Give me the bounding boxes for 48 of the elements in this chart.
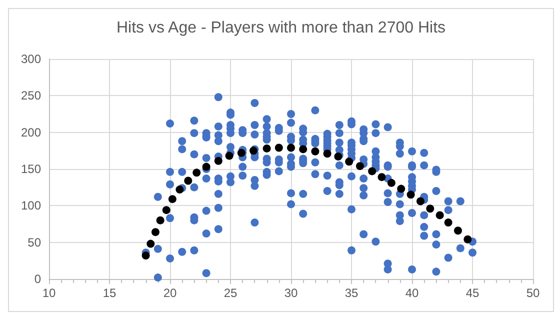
chart-title: Hits vs Age - Players with more than 2700 Hits (116, 20, 446, 36)
y-tick-label: 150 (20, 162, 42, 176)
point (378, 173, 386, 182)
point (168, 195, 176, 204)
x-tick-label: 40 (405, 286, 419, 300)
point (176, 186, 184, 194)
point (225, 152, 234, 160)
y-tick-label: 0 (34, 272, 42, 286)
point (406, 190, 415, 199)
x-tick-label: 45 (466, 286, 480, 300)
point (368, 167, 376, 176)
point (356, 162, 364, 170)
point (214, 156, 222, 165)
y-tick-label: 50 (28, 235, 42, 250)
point (323, 150, 332, 158)
point (311, 147, 320, 156)
point (397, 184, 406, 193)
point (274, 144, 283, 152)
point (151, 228, 160, 236)
y-tick-label: 250 (20, 88, 42, 103)
point (436, 211, 444, 220)
x-tick-label: 10 (42, 286, 56, 300)
point (202, 162, 210, 171)
x-tick-label: 35 (344, 286, 358, 300)
x-tick-label: 20 (163, 286, 177, 300)
point (142, 252, 150, 260)
y-tick-label: 200 (20, 125, 42, 140)
point (146, 240, 155, 248)
point (287, 144, 295, 152)
point (184, 176, 192, 185)
point (262, 144, 271, 152)
y-tick-label: 100 (20, 198, 42, 213)
point (416, 197, 424, 206)
point (162, 206, 170, 214)
point (454, 226, 462, 235)
x-tick-label: 50 (526, 286, 540, 300)
y-tick-label: 300 (20, 52, 42, 66)
x-tick-label: 30 (284, 286, 298, 300)
point (426, 204, 434, 213)
point (444, 218, 452, 227)
point (156, 216, 164, 224)
point (464, 235, 472, 244)
point (299, 145, 308, 154)
point (387, 178, 396, 187)
x-tick-label: 25 (224, 286, 238, 300)
x-tick-label: 15 (102, 286, 116, 300)
point (345, 158, 354, 166)
point (192, 168, 201, 177)
